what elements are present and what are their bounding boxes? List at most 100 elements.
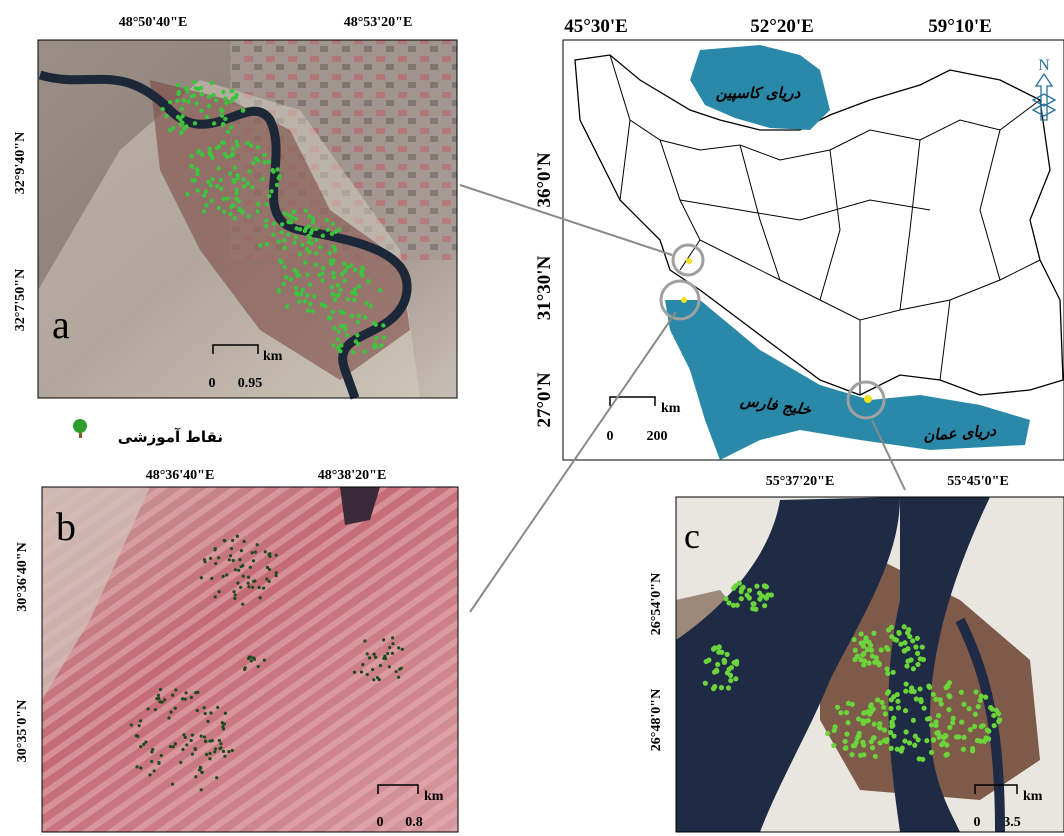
point xyxy=(209,711,212,714)
point xyxy=(224,712,227,715)
point xyxy=(262,587,265,590)
point xyxy=(294,270,298,274)
point xyxy=(305,272,309,276)
point xyxy=(912,743,917,748)
point xyxy=(303,260,307,264)
point xyxy=(180,107,184,111)
point xyxy=(354,339,358,343)
point xyxy=(232,590,235,593)
point xyxy=(920,757,925,762)
point xyxy=(241,564,244,567)
point xyxy=(831,743,836,748)
point xyxy=(301,288,305,292)
point xyxy=(328,251,332,255)
point xyxy=(950,720,955,725)
point xyxy=(884,645,889,650)
point xyxy=(158,700,161,703)
point xyxy=(366,279,370,283)
point xyxy=(912,689,917,694)
point xyxy=(215,184,219,188)
point xyxy=(871,631,876,636)
point xyxy=(228,212,232,216)
point xyxy=(256,543,259,546)
point xyxy=(340,272,344,276)
point xyxy=(174,707,177,710)
point xyxy=(223,152,227,156)
point xyxy=(321,234,325,238)
point xyxy=(329,261,333,265)
point xyxy=(959,719,964,724)
point xyxy=(159,688,162,691)
point xyxy=(251,551,254,554)
point xyxy=(247,657,250,660)
point xyxy=(885,691,890,696)
point xyxy=(970,746,975,751)
point xyxy=(870,745,875,750)
point xyxy=(160,754,163,757)
point xyxy=(258,243,262,247)
point xyxy=(265,242,269,246)
point xyxy=(325,218,329,222)
point xyxy=(717,644,722,649)
point xyxy=(911,718,916,723)
point xyxy=(204,740,207,743)
point xyxy=(378,288,382,292)
point xyxy=(205,115,209,119)
point xyxy=(961,702,966,707)
point xyxy=(214,747,217,750)
point xyxy=(186,99,190,103)
point xyxy=(719,685,724,690)
point xyxy=(214,98,218,102)
point xyxy=(997,717,1002,722)
point xyxy=(254,156,258,160)
point xyxy=(726,685,731,690)
point xyxy=(750,606,755,611)
scale-unit: km xyxy=(424,789,444,804)
point xyxy=(279,260,283,264)
point xyxy=(282,265,286,269)
point xyxy=(838,710,843,715)
point xyxy=(975,738,980,743)
point xyxy=(241,108,245,112)
point xyxy=(929,722,934,727)
point xyxy=(703,681,708,686)
water-label: دریای کاسپین xyxy=(716,84,802,102)
tree-icon xyxy=(73,419,87,433)
point xyxy=(238,558,241,561)
point xyxy=(190,739,193,742)
point xyxy=(904,663,909,668)
point xyxy=(222,210,226,214)
point xyxy=(733,583,738,588)
point xyxy=(306,308,310,312)
point xyxy=(947,725,952,730)
point xyxy=(307,214,311,218)
point xyxy=(363,639,366,642)
point xyxy=(282,238,286,242)
point xyxy=(933,697,938,702)
point xyxy=(712,684,717,689)
point xyxy=(242,177,246,181)
point xyxy=(294,291,298,295)
point xyxy=(210,156,214,160)
point xyxy=(234,188,238,192)
scale-start: 0 xyxy=(209,376,216,391)
point xyxy=(234,191,238,195)
point xyxy=(144,740,147,743)
point xyxy=(369,304,373,308)
point xyxy=(851,743,856,748)
point xyxy=(374,336,378,340)
point xyxy=(226,130,230,134)
point xyxy=(308,283,312,287)
point xyxy=(275,571,278,574)
point xyxy=(335,294,339,298)
point xyxy=(153,769,156,772)
point xyxy=(954,734,959,739)
point xyxy=(926,684,931,689)
point xyxy=(353,671,356,674)
point xyxy=(192,80,196,84)
point xyxy=(371,668,374,671)
point xyxy=(207,94,211,98)
point xyxy=(268,555,271,558)
point xyxy=(885,671,890,676)
point xyxy=(275,183,279,187)
